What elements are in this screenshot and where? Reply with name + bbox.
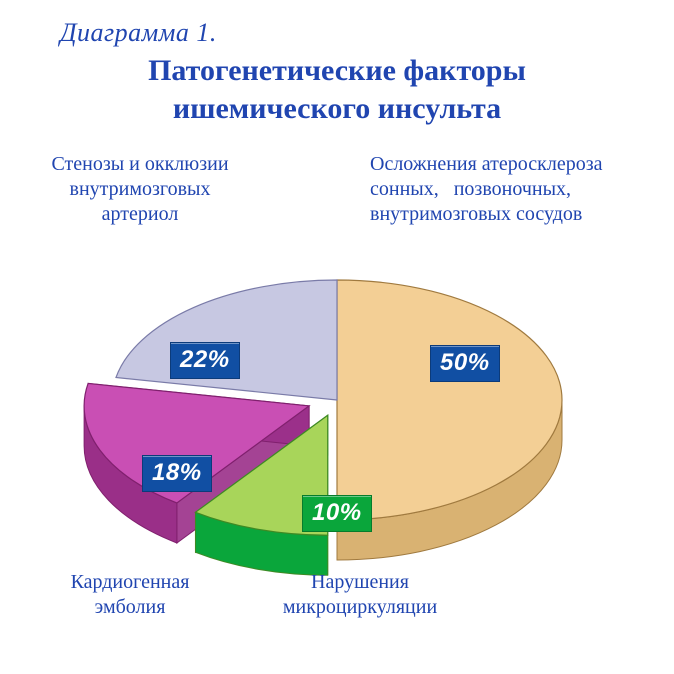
chart-title: Патогенетические факторы ишемического ин… bbox=[0, 52, 674, 127]
title-line-2: ишемического инсульта bbox=[173, 92, 501, 125]
title-line-1: Патогенетические факторы bbox=[148, 54, 526, 87]
label-stenosis: Стенозы и окклюзиивнутримозговыхартериол bbox=[10, 152, 270, 227]
chart-root: { "supertitle": { "text": "Диаграмма 1."… bbox=[0, 0, 674, 674]
label-atherosclerosis: Осложнения атеросклерозасонных, позвоноч… bbox=[370, 152, 670, 227]
pct-microcirculation: 10% bbox=[302, 495, 372, 532]
pct-stenosis: 22% bbox=[170, 342, 240, 379]
diagram-number: Диаграмма 1. bbox=[60, 18, 460, 48]
pct-atherosclerosis: 50% bbox=[430, 345, 500, 382]
label-cardioembolism: Кардиогеннаяэмболия bbox=[30, 570, 230, 620]
pct-cardioembolism: 18% bbox=[142, 455, 212, 492]
label-microcirculation: Нарушениямикроциркуляции bbox=[250, 570, 470, 620]
